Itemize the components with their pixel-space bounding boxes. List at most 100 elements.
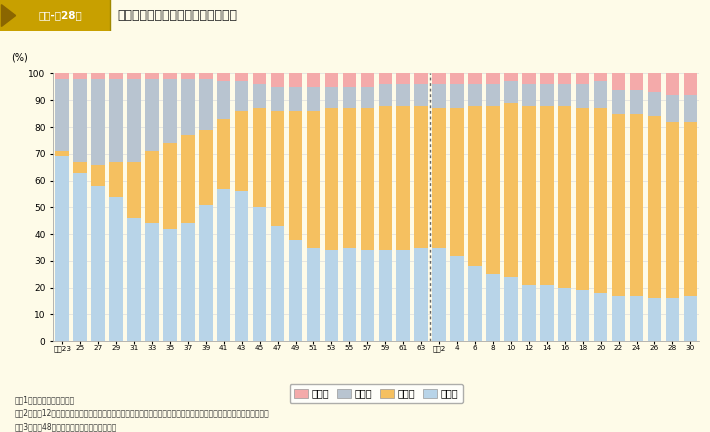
Bar	[450, 73, 464, 84]
Bar	[594, 82, 607, 108]
Bar	[253, 84, 266, 108]
Bar	[361, 250, 374, 341]
Bar	[217, 189, 231, 341]
Bar	[396, 250, 410, 341]
Bar	[324, 87, 338, 108]
Bar	[469, 84, 482, 105]
Bar	[361, 108, 374, 250]
Bar	[199, 205, 212, 341]
Bar	[378, 73, 392, 84]
Text: 車種別自動車保有台数構成率の推移: 車種別自動車保有台数構成率の推移	[117, 9, 237, 22]
Bar	[378, 250, 392, 341]
Bar	[486, 84, 500, 105]
Bar	[576, 84, 589, 108]
Bar	[307, 248, 320, 341]
Bar	[55, 73, 69, 79]
Bar	[576, 108, 589, 290]
Bar	[540, 84, 554, 105]
Bar	[181, 73, 195, 79]
Bar	[324, 108, 338, 250]
Bar	[235, 191, 248, 341]
Bar	[396, 73, 410, 84]
Text: 3　昭和48年以前は、沖縄県を含まない。: 3 昭和48年以前は、沖縄県を含まない。	[14, 422, 116, 431]
Bar	[92, 186, 105, 341]
Text: (%): (%)	[11, 53, 28, 63]
Bar	[504, 277, 518, 341]
Bar	[469, 266, 482, 341]
Bar	[55, 79, 69, 151]
Bar	[450, 256, 464, 341]
Bar	[522, 105, 535, 285]
Bar	[594, 108, 607, 293]
Bar	[576, 73, 589, 84]
Bar	[522, 84, 535, 105]
Bar	[146, 79, 159, 151]
Bar	[73, 162, 87, 172]
Bar	[217, 73, 231, 82]
Bar	[343, 73, 356, 87]
Bar	[127, 218, 141, 341]
Bar	[307, 73, 320, 87]
Bar	[199, 73, 212, 79]
Bar	[253, 73, 266, 84]
Bar	[540, 73, 554, 84]
Polygon shape	[1, 5, 16, 26]
FancyBboxPatch shape	[0, 0, 110, 31]
Bar	[415, 84, 428, 105]
Bar	[522, 285, 535, 341]
Bar	[612, 114, 626, 296]
Bar	[55, 156, 69, 341]
Bar	[666, 299, 679, 341]
Bar	[127, 79, 141, 162]
Bar	[684, 95, 697, 122]
Bar	[415, 73, 428, 84]
Bar	[486, 274, 500, 341]
Bar	[630, 73, 643, 89]
Bar	[163, 229, 177, 341]
Bar	[163, 143, 177, 229]
Bar	[684, 73, 697, 95]
Bar	[648, 299, 661, 341]
Bar	[612, 296, 626, 341]
Bar	[343, 87, 356, 108]
Bar	[73, 79, 87, 162]
Bar	[163, 73, 177, 79]
Bar	[55, 151, 69, 156]
Bar	[396, 84, 410, 105]
Bar	[289, 111, 302, 239]
Bar	[109, 73, 123, 79]
Bar	[199, 130, 212, 205]
Bar	[235, 111, 248, 191]
Bar	[630, 296, 643, 341]
Bar	[432, 108, 446, 248]
Bar	[181, 79, 195, 135]
Bar	[271, 226, 284, 341]
Bar	[92, 79, 105, 165]
Bar	[343, 108, 356, 248]
Legend: その他, 二輪車, 乗用車, 貨物車: その他, 二輪車, 乗用車, 貨物車	[290, 384, 463, 403]
Bar	[522, 73, 535, 84]
Bar	[163, 79, 177, 143]
Bar	[217, 119, 231, 189]
Bar	[504, 73, 518, 82]
Bar	[666, 73, 679, 95]
Bar	[396, 105, 410, 250]
Bar	[450, 108, 464, 256]
Bar	[594, 73, 607, 82]
Bar	[361, 87, 374, 108]
Bar	[558, 84, 572, 105]
Bar	[146, 223, 159, 341]
Bar	[92, 73, 105, 79]
Bar	[648, 73, 661, 92]
Bar	[415, 105, 428, 248]
Text: 注　1　警察庁資料による。: 注 1 警察庁資料による。	[14, 395, 75, 404]
Bar	[324, 73, 338, 87]
Bar	[343, 248, 356, 341]
Bar	[324, 250, 338, 341]
Bar	[127, 73, 141, 79]
Bar	[109, 162, 123, 197]
Bar	[109, 197, 123, 341]
Bar	[361, 73, 374, 87]
Bar	[235, 82, 248, 111]
Bar	[648, 116, 661, 299]
